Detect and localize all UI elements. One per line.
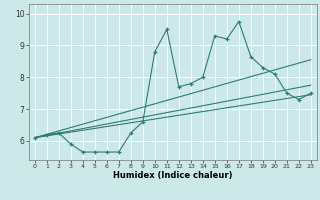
X-axis label: Humidex (Indice chaleur): Humidex (Indice chaleur) xyxy=(113,171,233,180)
